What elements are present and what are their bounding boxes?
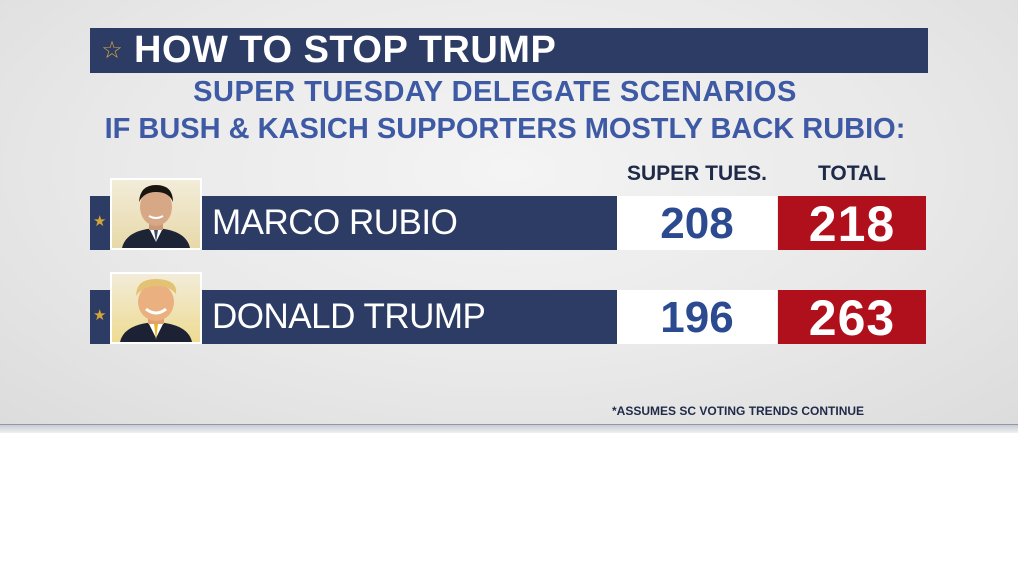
delegate-graphic: ☆ HOW TO STOP TRUMP SUPER TUESDAY DELEGA… <box>0 0 1018 424</box>
candidate-row-trump: ★ DONALD TRUMP 196 263 <box>90 272 926 346</box>
candidate-portrait-rubio <box>110 178 202 250</box>
graphic-title: HOW TO STOP TRUMP <box>134 29 557 71</box>
star-outline-icon: ☆ <box>101 37 123 64</box>
column-header-super-tues: SUPER TUES. <box>626 162 768 185</box>
total-value: 218 <box>778 196 926 252</box>
column-header-total: TOTAL <box>817 162 887 185</box>
footnote: *ASSUMES SC VOTING TRENDS CONTINUE <box>612 404 865 418</box>
super-tues-value: 208 <box>617 196 777 250</box>
candidate-portrait-trump <box>110 272 202 344</box>
scenario-text: IF BUSH & KASICH SUPPORTERS MOSTLY BACK … <box>104 113 906 145</box>
candidate-name: MARCO RUBIO <box>212 203 458 242</box>
star-icon: ★ <box>93 213 107 230</box>
super-tues-value: 196 <box>617 290 777 344</box>
graphic-bottom-edge <box>0 424 1018 433</box>
graphic-subtitle: SUPER TUESDAY DELEGATE SCENARIOS <box>193 76 797 108</box>
candidate-name: DONALD TRUMP <box>212 297 486 336</box>
candidate-row-rubio: ★ MARCO RUBIO 208 218 <box>90 178 926 252</box>
total-value: 263 <box>778 290 926 346</box>
title-bar: ☆ HOW TO STOP TRUMP <box>90 28 928 73</box>
star-icon: ★ <box>93 307 107 324</box>
